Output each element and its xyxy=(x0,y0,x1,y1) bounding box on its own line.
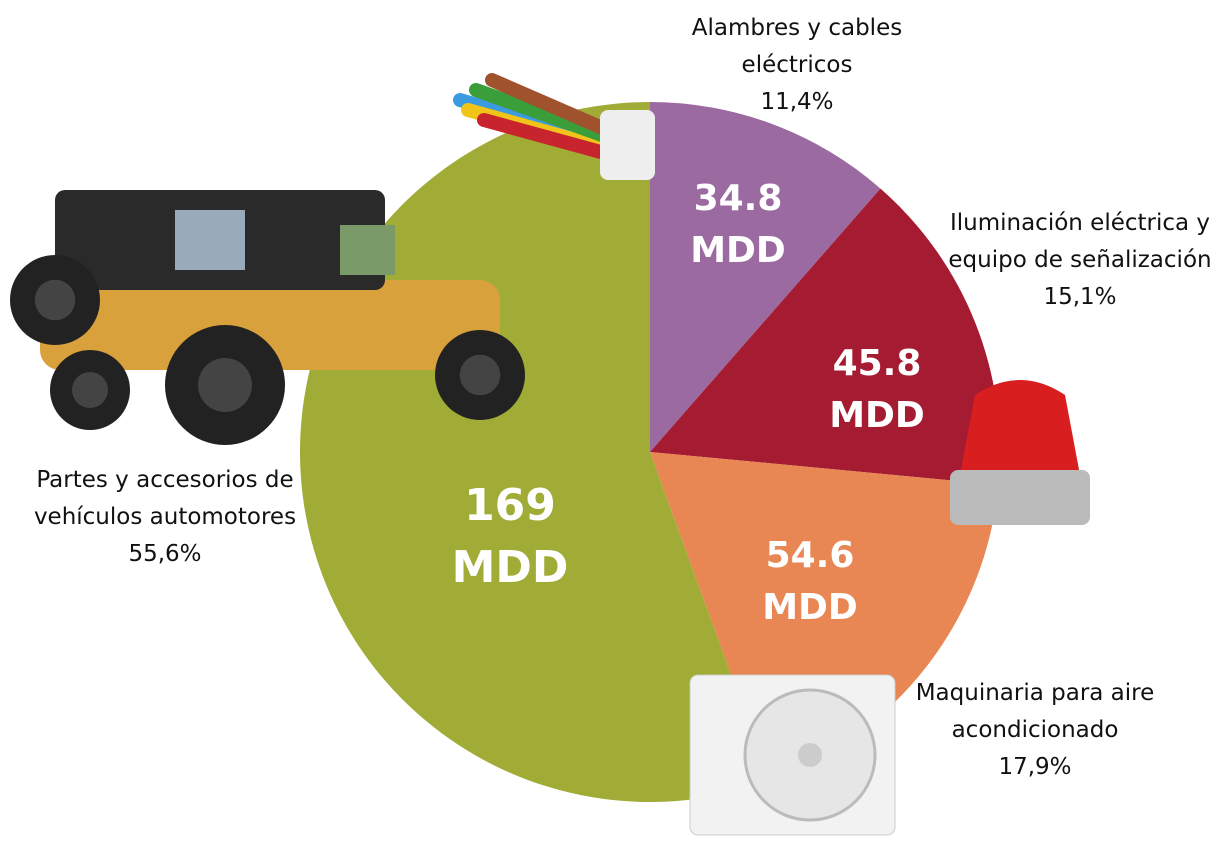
value-label: 34.8 MDD xyxy=(673,173,803,277)
share-label: 11,4% xyxy=(667,84,927,121)
jeep-rim xyxy=(35,280,76,321)
value-label: 54.6 MDD xyxy=(745,530,875,634)
cable-sheath xyxy=(600,110,655,180)
chart: Alambres y cables eléctricos11,4% 34.8 MD… xyxy=(0,0,1222,851)
category-label-group: Partes y accesorios de vehículos automot… xyxy=(25,462,305,573)
category-label: Alambres y cables eléctricos xyxy=(667,10,927,84)
jeep-window xyxy=(340,225,395,275)
ac-hub xyxy=(798,743,822,767)
jeep-rim xyxy=(198,358,252,412)
jeep-rim xyxy=(72,372,108,408)
jeep-window xyxy=(175,210,245,270)
category-label: Maquinaria para aire acondicionado xyxy=(905,675,1165,749)
share-label: 15,1% xyxy=(930,279,1222,316)
value-label: 45.8 MDD xyxy=(812,338,942,442)
siren-base xyxy=(950,470,1090,525)
category-label: Partes y accesorios de vehículos automot… xyxy=(25,462,305,536)
category-label-group: Iluminación eléctrica y equipo de señali… xyxy=(930,205,1222,316)
category-label: Iluminación eléctrica y equipo de señali… xyxy=(930,205,1222,279)
jeep-rim xyxy=(460,355,501,396)
share-label: 17,9% xyxy=(905,749,1165,786)
share-label: 55,6% xyxy=(25,536,305,573)
value-label: 169 MDD xyxy=(440,475,580,599)
siren-dome xyxy=(960,380,1080,475)
